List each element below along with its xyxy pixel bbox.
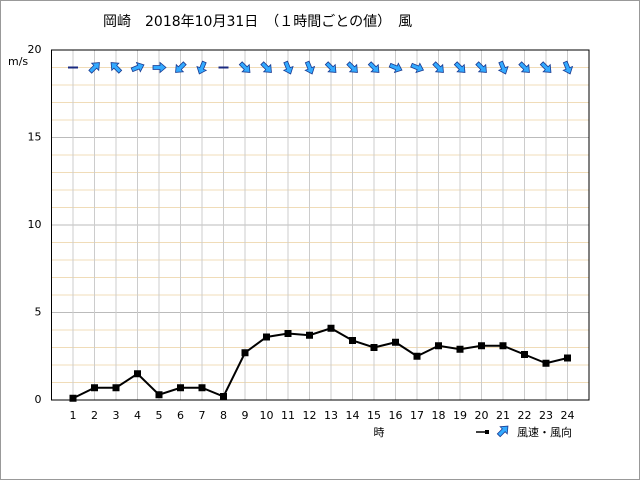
direction-arrow xyxy=(539,61,552,73)
speed-marker xyxy=(327,324,335,332)
direction-arrow xyxy=(110,62,123,74)
speed-marker xyxy=(392,338,399,346)
x-tick-label: 13 xyxy=(324,409,338,422)
x-tick-label: 18 xyxy=(432,409,446,422)
x-tick-label: 10 xyxy=(260,409,274,422)
speed-marker xyxy=(177,384,184,392)
legend-arrow xyxy=(496,425,509,438)
x-tick-label: 11 xyxy=(281,409,295,422)
speed-marker xyxy=(521,351,528,358)
speed-marker xyxy=(263,333,270,341)
direction-arrow xyxy=(346,61,358,73)
y-tick-label: 0 xyxy=(35,393,42,406)
direction-arrow xyxy=(432,61,444,73)
direction-arrow xyxy=(497,60,509,75)
speed-marker xyxy=(155,391,163,399)
speed-marker xyxy=(435,342,442,350)
direction-arrow xyxy=(324,61,337,73)
speed-marker xyxy=(69,394,77,402)
direction-arrow xyxy=(518,61,530,73)
x-tick-label: 15 xyxy=(367,409,381,422)
chart-title: 岡崎 2018年10月31日 （１時間ごとの値） 風 xyxy=(103,14,412,30)
speed-marker xyxy=(370,344,378,351)
direction-arrow xyxy=(88,62,100,74)
x-tick-label: 7 xyxy=(199,409,206,422)
speed-marker xyxy=(478,342,485,350)
x-tick-label: 4 xyxy=(134,409,141,422)
speed-marker xyxy=(284,330,292,337)
x-tick-label: 1 xyxy=(70,409,77,422)
speed-marker xyxy=(413,352,421,360)
x-tick-label: 8 xyxy=(220,409,227,422)
speed-marker xyxy=(499,342,507,350)
x-tick-label: 3 xyxy=(113,409,120,422)
direction-arrow xyxy=(388,62,403,74)
direction-arrow xyxy=(453,61,466,73)
x-tick-label: 22 xyxy=(518,409,532,422)
y-tick-label: 5 xyxy=(35,306,42,319)
plot-border xyxy=(51,49,590,401)
legend-label: 風速・風向 xyxy=(517,425,572,439)
direction-arrow xyxy=(175,61,187,73)
x-tick-label: 24 xyxy=(561,409,575,422)
x-tick-label: 9 xyxy=(242,409,249,422)
y-tick-label: 10 xyxy=(28,218,42,231)
speed-marker xyxy=(220,393,227,400)
x-tick-label: 21 xyxy=(496,409,510,422)
direction-arrow xyxy=(410,62,425,74)
direction-arrow xyxy=(475,61,487,73)
x-tick-label: 16 xyxy=(389,409,403,422)
direction-arrow xyxy=(152,61,167,74)
speed-marker xyxy=(112,384,120,392)
direction-arrow xyxy=(367,61,380,73)
x-tick-label: 23 xyxy=(539,409,553,422)
x-tick-label: 2 xyxy=(91,409,98,422)
legend-marker xyxy=(485,430,489,434)
speed-marker xyxy=(198,384,206,392)
direction-arrow xyxy=(196,60,208,75)
x-tick-label: 19 xyxy=(453,409,467,422)
x-tick-label: 20 xyxy=(475,409,489,422)
direction-arrow xyxy=(562,60,574,75)
x-tick-label: 5 xyxy=(156,409,163,422)
x-tick-label: 14 xyxy=(346,409,360,422)
y-tick-label: 20 xyxy=(28,43,42,56)
speed-marker xyxy=(456,345,464,353)
x-label: 時 xyxy=(374,426,385,439)
speed-line xyxy=(72,327,568,400)
direction-arrow xyxy=(238,61,251,73)
y-unit: m/s xyxy=(8,55,28,68)
speed-marker xyxy=(349,337,356,344)
direction-arrow xyxy=(282,60,294,75)
x-tick-label: 12 xyxy=(303,409,317,422)
x-tick-label: 6 xyxy=(177,409,184,422)
direction-arrow xyxy=(130,61,145,73)
speed-marker xyxy=(134,370,141,378)
speed-marker xyxy=(306,331,313,339)
y-tick-label: 15 xyxy=(28,131,42,144)
direction-arrow xyxy=(260,61,272,73)
speed-marker xyxy=(564,354,571,362)
speed-marker xyxy=(241,349,249,357)
speed-marker xyxy=(542,359,550,367)
speed-marker xyxy=(91,384,98,392)
x-tick-label: 17 xyxy=(410,409,424,422)
direction-arrow xyxy=(304,60,316,75)
